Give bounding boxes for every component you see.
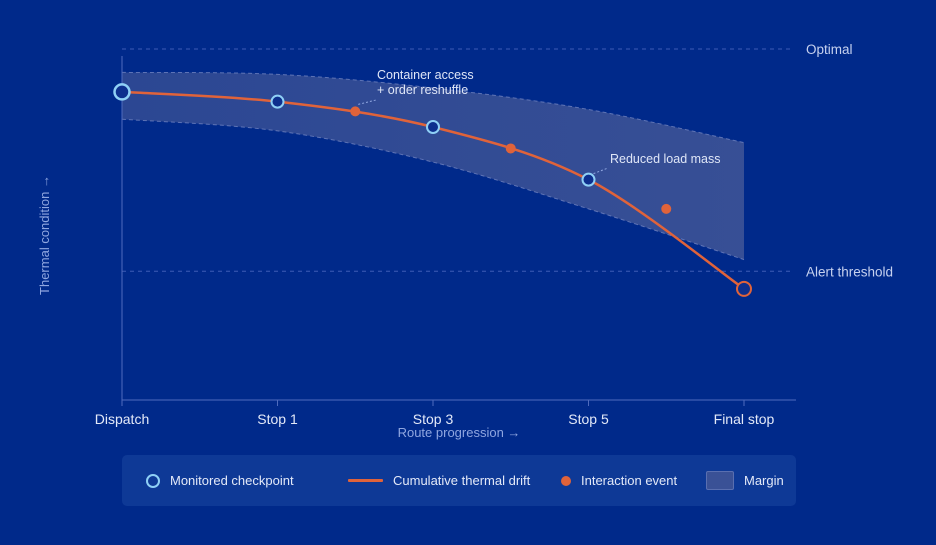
margin-legend-icon [706, 471, 734, 490]
x-tick-label-4: Final stop [714, 411, 775, 427]
checkpoint-point-2 [426, 120, 440, 134]
interaction-event-point-1 [505, 143, 516, 154]
legend-item-margin: Margin [706, 455, 784, 506]
axes-layer: Dispatch Stop 1 Stop 3 Stop 5 Final stop Rout… [37, 56, 796, 440]
legend-item-event: Interaction event [561, 455, 677, 506]
line-legend-icon [348, 479, 383, 482]
margin-band [122, 72, 744, 260]
margin-upper-edge [121, 71, 745, 144]
legend-label-drift: Cumulative thermal drift [393, 473, 531, 488]
reference-lines-layer: Optimal Alert threshold [122, 42, 893, 279]
checkpoint-point-3 [581, 172, 596, 187]
y-axis-title: Thermal condition → [37, 175, 52, 295]
x-axis-title: Route progression → [398, 425, 521, 440]
legend-item-drift: Cumulative thermal drift [348, 455, 530, 506]
legend-label-margin: Margin [744, 473, 784, 488]
legend: Monitored checkpoint Cumulative thermal … [122, 455, 796, 506]
checkpoint-legend-icon [146, 473, 160, 488]
legend-item-checkpoint: Monitored checkpoint [146, 455, 294, 506]
legend-label-event: Interaction event [581, 473, 678, 488]
interaction-event-point-2 [661, 203, 672, 214]
reference-label-0: Optimal [806, 42, 853, 57]
points-layer [113, 83, 752, 297]
annotation-text-1: Reduced load mass [610, 152, 720, 166]
annotation-leader-0 [358, 99, 377, 105]
x-tick-label-2: Stop 3 [413, 411, 454, 427]
margin-lower-edge [121, 118, 745, 261]
x-tick-label-1: Stop 1 [257, 411, 298, 427]
checkpoint-point-0 [113, 83, 131, 101]
annotation-leader-1 [593, 167, 609, 175]
event-legend-icon [561, 475, 571, 486]
checkpoint-point-1 [270, 94, 285, 109]
x-tick-label-3: Stop 5 [568, 411, 609, 427]
annotation-line-0-1: + order reshuffle [377, 83, 468, 97]
reference-label-1: Alert threshold [806, 264, 893, 279]
annotation-line-1-0: Reduced load mass [610, 152, 720, 166]
margin-band-layer [121, 71, 745, 261]
annotation-line-0-0: Container access [377, 68, 474, 82]
annotations-layer: Container access + order reshuffle Reduced… [358, 68, 720, 175]
annotation-text-0: Container access + order reshuffle [377, 68, 474, 97]
checkpoint-point-4 [736, 280, 752, 297]
x-tick-label-0: Dispatch [95, 411, 149, 427]
legend-label-checkpoint: Monitored checkpoint [170, 473, 294, 488]
interaction-event-point-0 [350, 106, 361, 117]
